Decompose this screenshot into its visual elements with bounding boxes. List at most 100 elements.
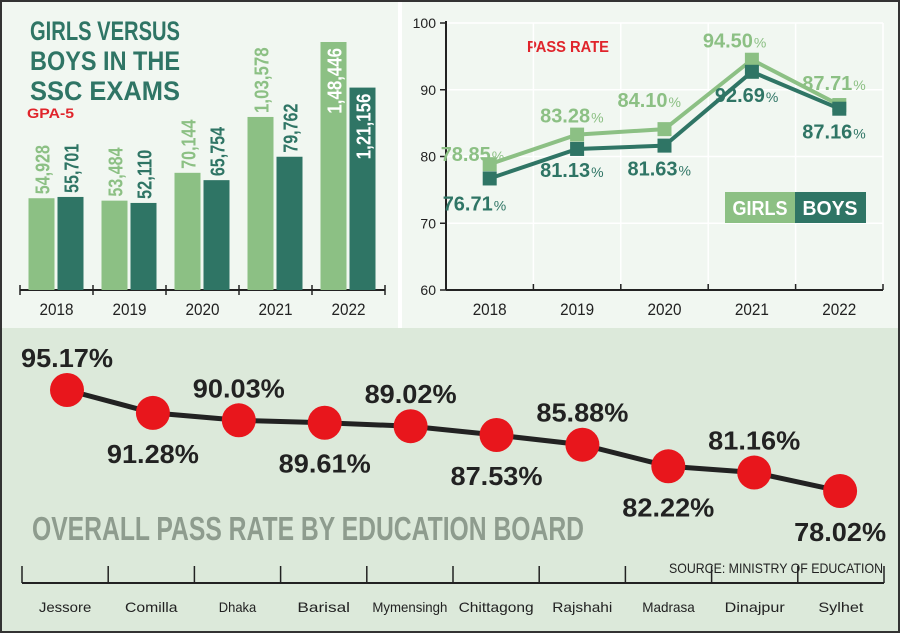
board-category-label: Chittagong bbox=[459, 599, 534, 615]
line-x-tick-label: 2022 bbox=[822, 300, 856, 319]
line-y-tick-label: 90 bbox=[420, 82, 436, 98]
line-marker-boys bbox=[570, 141, 585, 156]
board-category-label: Barisal bbox=[297, 599, 350, 615]
bar-x-tick-label: 2019 bbox=[113, 300, 147, 319]
line-value-percent: % bbox=[591, 164, 603, 180]
line-value-percent: % bbox=[853, 126, 865, 142]
line-value-label-girls: 78.85 bbox=[441, 144, 491, 166]
bar-chart-title-line-1: GIRLS VERSUS bbox=[30, 16, 180, 46]
line-y-tick-label: 60 bbox=[420, 282, 436, 298]
board-category-label: Madrasa bbox=[642, 599, 695, 615]
bar-chart-subtitle: GPA-5 bbox=[27, 105, 74, 121]
bar-value-label-girls: 1,48,446 bbox=[325, 48, 347, 114]
bar-value-label-girls: 1,03,578 bbox=[252, 47, 274, 113]
board-dot-jessore bbox=[50, 373, 84, 407]
line-marker-girls bbox=[657, 122, 672, 137]
line-y-tick-label: 100 bbox=[413, 15, 437, 31]
bar-value-label-girls: 70,144 bbox=[179, 119, 201, 169]
pass-rate-title: PASS RATE bbox=[527, 39, 609, 56]
board-value-label: 87.53% bbox=[451, 461, 543, 491]
line-value-label-boys: 81.63 bbox=[628, 159, 678, 181]
line-value-label-boys: 76.71 bbox=[443, 193, 493, 215]
board-value-label: 82.22% bbox=[622, 492, 714, 522]
board-dot-mymensingh bbox=[393, 409, 428, 444]
board-value-label: 95.17% bbox=[21, 343, 113, 373]
bar-boys-2019 bbox=[130, 202, 157, 290]
bar-girls-2022 bbox=[320, 42, 347, 290]
line-value-percent: % bbox=[669, 94, 681, 110]
bar-x-tick-label: 2018 bbox=[40, 300, 74, 319]
bar-boys-2020 bbox=[203, 180, 230, 290]
pass-rate-line-chart: PASS RATE 60 70 80 90 100 2018 2019 2020 2021 202… bbox=[413, 15, 884, 319]
bar-boys-2021 bbox=[276, 156, 303, 290]
line-value-label-boys: 92.69 bbox=[715, 85, 765, 107]
line-value-label-girls: 83.28 bbox=[540, 106, 590, 128]
board-category-label: Comilla bbox=[125, 599, 178, 615]
board-dot-sylhet bbox=[823, 474, 858, 509]
line-marker-boys bbox=[482, 171, 497, 186]
legend-girls-swatch bbox=[725, 192, 795, 223]
bar-girls-2018 bbox=[28, 198, 55, 290]
bar-value-label-boys: 1,21,156 bbox=[354, 94, 376, 160]
bar-x-tick-label: 2022 bbox=[332, 300, 366, 319]
line-x-tick-label: 2019 bbox=[560, 300, 594, 319]
source-note: SOURCE: MINISTRY OF EDUCATION bbox=[669, 560, 883, 576]
bar-boys-2018 bbox=[57, 196, 84, 290]
line-value-percent: % bbox=[853, 77, 865, 93]
board-category-label: Dhaka bbox=[219, 599, 257, 615]
legend-boys-swatch bbox=[795, 192, 866, 223]
line-value-percent: % bbox=[494, 197, 506, 213]
line-x-tick-label: 2020 bbox=[648, 300, 682, 319]
bar-girls-2021 bbox=[247, 116, 274, 290]
bar-x-tick-label: 2020 bbox=[186, 300, 220, 319]
board-value-label: 85.88% bbox=[536, 398, 628, 428]
bar-girls-2020 bbox=[174, 172, 201, 290]
bar-value-label-girls: 53,484 bbox=[106, 147, 128, 197]
line-marker-boys bbox=[657, 138, 672, 153]
line-value-label-girls: 94.50 bbox=[703, 31, 753, 53]
line-marker-girls bbox=[482, 157, 497, 172]
bar-value-label-boys: 79,762 bbox=[281, 104, 303, 153]
line-marker-boys bbox=[744, 64, 759, 79]
gpa5-bar-chart: GIRLS VERSUS BOYS IN THE SSC EXAMS GPA-5… bbox=[19, 16, 386, 319]
line-value-label-boys: 81.13 bbox=[540, 160, 590, 182]
board-dot-dhaka bbox=[221, 403, 256, 438]
board-value-label: 90.03% bbox=[193, 373, 285, 403]
line-marker-boys bbox=[832, 101, 847, 116]
board-value-label: 89.02% bbox=[365, 379, 457, 409]
bar-value-label-boys: 52,110 bbox=[135, 150, 157, 199]
board-category-label: Dinajpur bbox=[725, 599, 785, 615]
board-dot-rajshahi bbox=[565, 427, 600, 462]
line-value-percent: % bbox=[492, 148, 504, 164]
legend-girls-label: GIRLS bbox=[733, 198, 788, 220]
line-value-label-boys: 87.16 bbox=[802, 122, 852, 144]
line-value-label-girls: 84.10 bbox=[618, 90, 668, 112]
line-value-percent: % bbox=[679, 163, 691, 179]
board-chart-title: OVERALL PASS RATE BY EDUCATION BOARD bbox=[32, 510, 584, 547]
board-value-label: 81.16% bbox=[708, 426, 800, 456]
board-value-label: 78.02% bbox=[794, 517, 886, 547]
bar-chart-title-line-2: BOYS IN THE bbox=[30, 46, 180, 76]
board-dot-chittagong bbox=[479, 417, 514, 452]
line-x-tick-label: 2021 bbox=[735, 300, 769, 319]
line-x-tick-label: 2018 bbox=[473, 300, 507, 319]
line-marker-girls bbox=[744, 52, 759, 67]
board-dot-madrasa bbox=[651, 449, 686, 484]
legend-boys-label: BOYS bbox=[803, 198, 858, 220]
board-category-label: Jessore bbox=[39, 599, 92, 615]
board-category-label: Sylhet bbox=[818, 599, 863, 615]
board-pass-rate-chart: OVERALL PASS RATE BY EDUCATION BOARD SOU… bbox=[21, 343, 886, 615]
board-line bbox=[66, 387, 841, 494]
board-value-label: 91.28% bbox=[107, 439, 199, 469]
bar-value-label-boys: 55,701 bbox=[62, 144, 84, 193]
bar-value-label-boys: 65,754 bbox=[208, 126, 230, 176]
line-value-percent: % bbox=[754, 35, 766, 51]
board-dot-barisal bbox=[307, 405, 342, 440]
board-category-label: Rajshahi bbox=[552, 599, 612, 615]
bar-boys-2022 bbox=[349, 87, 376, 290]
line-marker-girls bbox=[570, 127, 585, 142]
line-y-tick-label: 70 bbox=[420, 215, 436, 231]
